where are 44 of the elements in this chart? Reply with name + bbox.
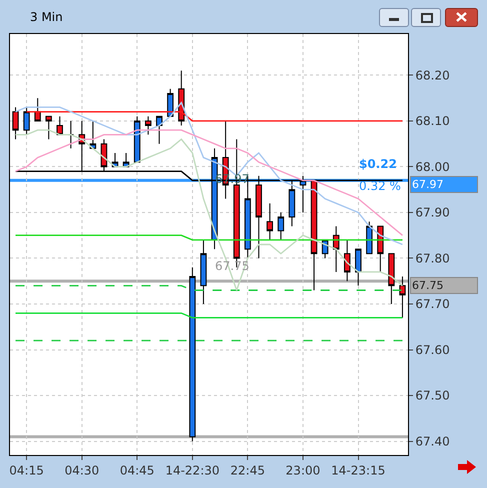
candlestick [278,212,284,240]
candlestick [56,116,63,136]
x-tick-label: 04:45 [120,463,154,478]
candlestick [200,239,207,304]
candlestick [45,116,52,140]
ref-line-label: 67.97 [412,178,444,191]
y-tick-label: 67.80 [415,251,450,266]
candlestick [134,116,140,163]
line-series [14,102,404,246]
candlestick [156,116,162,144]
x-tick-label: 04:15 [9,463,44,478]
y-tick-label: 68.00 [415,160,450,174]
x-tick-label: 04:30 [64,463,100,478]
x-tick-label: 23:00 [286,463,320,478]
candlestick [266,202,274,240]
y-tick-label: 67.90 [415,206,450,220]
candlestick [34,98,41,122]
candlestick [399,276,406,318]
y-tick-label: 67.40 [415,434,450,448]
candlestick [366,221,373,254]
candlestick [388,253,395,304]
ref-line-label: 67.75 [412,279,444,292]
line-series [14,129,404,291]
x-tick-label: 14-23:15 [331,463,386,478]
candlestick [144,116,152,136]
y-tick-label: 67.60 [415,342,450,357]
candlestick [90,120,96,149]
annotation: 0.32 % [359,179,401,193]
candlestick [344,239,350,282]
y-tick-label: 67.70 [415,297,450,312]
annotation: 67.97 [215,172,250,186]
x-tick-label: 14-22:30 [165,463,220,478]
y-tick-label: 67.50 [415,388,450,403]
candlestick [23,106,30,136]
annotation: $0.22 [359,157,397,171]
line-series [14,129,404,236]
candlestick [377,226,384,272]
y-tick-label: 68.10 [415,114,450,128]
chart-title: 3 Min [30,10,63,24]
x-tick-label: 22:45 [230,463,265,478]
candlestick [167,88,174,117]
candlestick [12,106,19,140]
y-tick-label: 68.20 [415,68,450,82]
candlestick [355,248,362,286]
